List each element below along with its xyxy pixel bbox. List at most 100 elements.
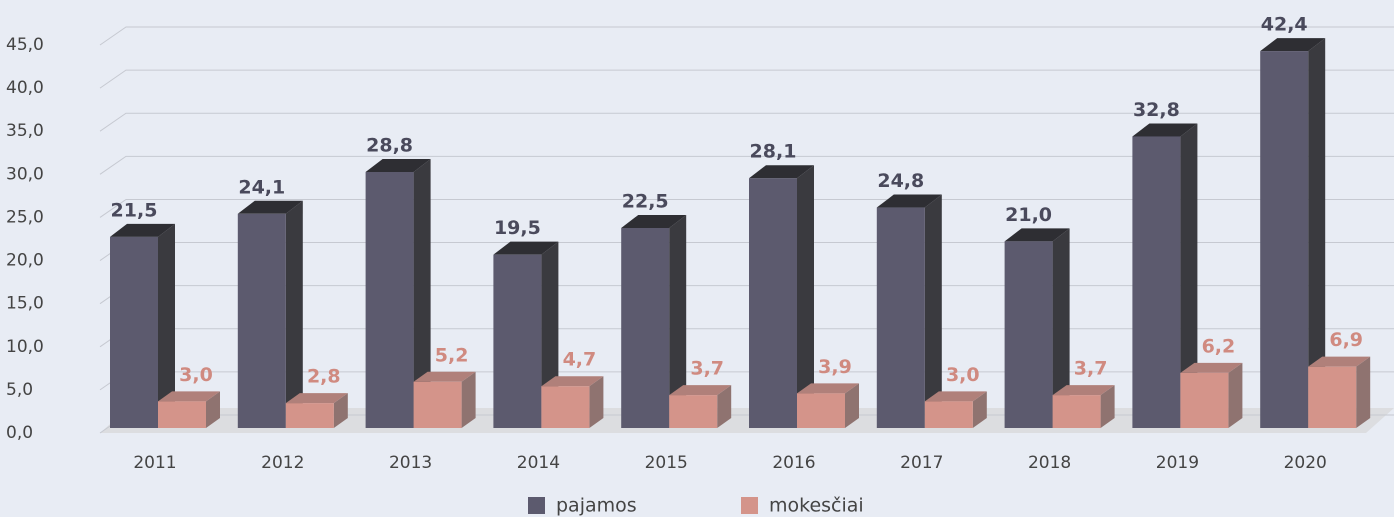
- value-label: 3,0: [179, 364, 213, 386]
- value-label: 2,8: [307, 366, 341, 388]
- y-tick-label: 0,0: [6, 423, 33, 443]
- grid-line: [99, 26, 1394, 46]
- x-tick-label: 2018: [1028, 453, 1071, 473]
- bar-side: [158, 223, 175, 428]
- bar-top: [1180, 362, 1243, 373]
- bar-top: [1052, 385, 1115, 396]
- bar-top: [110, 223, 175, 237]
- bar: [237, 213, 286, 428]
- bar-top: [924, 391, 987, 402]
- y-tick-label: 30,0: [6, 164, 44, 184]
- bar-side: [413, 159, 431, 428]
- y-tick-label: 35,0: [6, 121, 44, 141]
- value-label: 24,1: [238, 176, 285, 198]
- value-label: 6,2: [1202, 335, 1236, 357]
- y-tick-label: 25,0: [6, 207, 44, 227]
- x-tick-label: 2012: [261, 453, 304, 473]
- value-label: 21,0: [1005, 204, 1052, 226]
- legend-label: pajamos: [556, 495, 637, 517]
- bar-side: [589, 376, 604, 428]
- value-label: 28,1: [750, 141, 797, 163]
- bar: [158, 401, 206, 428]
- bar: [413, 381, 462, 428]
- bar-side: [461, 371, 476, 428]
- bar: [924, 401, 973, 428]
- bar-side: [1356, 356, 1371, 428]
- bar: [541, 386, 590, 428]
- bar-side: [1052, 228, 1070, 428]
- x-tick-label: 2019: [1156, 453, 1199, 473]
- legend-swatch: [528, 497, 545, 514]
- y-tick-label: 40,0: [6, 78, 44, 98]
- bar-side: [333, 393, 348, 428]
- bar-side: [285, 200, 303, 428]
- bar-side: [845, 383, 859, 428]
- value-label: 3,9: [818, 356, 852, 378]
- legend-swatch: [741, 497, 758, 514]
- grid-line: [99, 155, 1394, 175]
- x-tick-label: 2020: [1284, 453, 1327, 473]
- bar-top: [237, 200, 303, 214]
- bar-top: [749, 165, 814, 179]
- bar: [1132, 136, 1181, 428]
- bar: [621, 228, 670, 428]
- bar: [1180, 372, 1229, 428]
- value-label: 3,7: [690, 358, 724, 380]
- bar: [110, 236, 158, 428]
- bar-top: [285, 393, 348, 404]
- value-label: 19,5: [494, 217, 541, 239]
- x-tick-label: 2017: [900, 453, 943, 473]
- x-tick-label: 2014: [517, 453, 560, 473]
- bar-top: [1260, 38, 1326, 52]
- bar-side: [972, 391, 987, 428]
- bar-top: [797, 383, 859, 394]
- y-tick-label: 5,0: [6, 380, 33, 400]
- x-tick-label: 2015: [645, 453, 688, 473]
- bar: [285, 403, 334, 428]
- x-tick-label: 2016: [772, 453, 815, 473]
- bar: [1004, 241, 1053, 428]
- bar-top: [365, 159, 431, 172]
- bar-side: [924, 194, 942, 428]
- bar: [365, 172, 414, 428]
- grid-line: [99, 69, 1394, 89]
- bar-top: [876, 194, 942, 208]
- bar-side: [1308, 38, 1326, 428]
- bar-side: [1228, 362, 1243, 428]
- value-label: 4,7: [563, 349, 597, 371]
- value-label: 32,8: [1133, 99, 1180, 121]
- value-label: 42,4: [1261, 14, 1308, 36]
- legend-label: mokesčiai: [769, 495, 864, 517]
- bar: [669, 395, 718, 428]
- bar-side: [797, 165, 814, 428]
- bar-side: [206, 391, 220, 428]
- value-label: 3,0: [946, 364, 980, 386]
- bar-side: [1180, 123, 1198, 428]
- y-tick-label: 20,0: [6, 251, 44, 271]
- bar: [876, 207, 925, 428]
- y-tick-label: 15,0: [6, 294, 44, 314]
- value-label: 5,2: [435, 344, 469, 366]
- bar: [1260, 51, 1309, 428]
- bar-top: [541, 376, 604, 387]
- value-label: 24,8: [877, 170, 924, 192]
- bar: [797, 393, 845, 428]
- grid-line: [99, 198, 1394, 218]
- value-label: 22,5: [622, 191, 669, 213]
- bar-side: [669, 215, 687, 428]
- value-label: 21,5: [111, 199, 158, 221]
- y-tick-label: 10,0: [6, 337, 44, 357]
- bar-top: [493, 241, 559, 255]
- y-tick-label: 45,0: [6, 35, 44, 55]
- bar: [749, 178, 797, 428]
- bar-top: [1308, 356, 1371, 367]
- x-tick-label: 2013: [389, 453, 432, 473]
- bar-top: [621, 215, 687, 228]
- bar: [493, 254, 542, 428]
- bar-top: [1004, 228, 1070, 242]
- bar-top: [669, 385, 732, 396]
- value-label: 3,7: [1074, 358, 1108, 380]
- bar-top: [158, 391, 220, 402]
- bar: [1308, 366, 1357, 428]
